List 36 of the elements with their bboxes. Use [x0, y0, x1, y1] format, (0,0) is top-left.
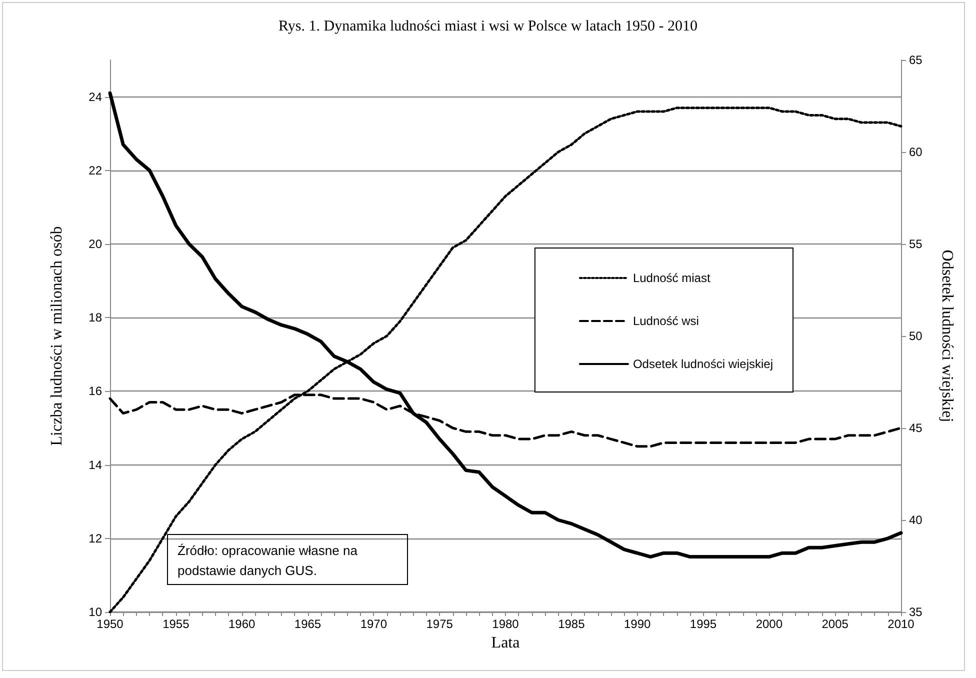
y-tick-label: 16 [88, 384, 102, 398]
y2-tick-label: 50 [909, 329, 923, 343]
x-tick-label: 1975 [426, 617, 454, 631]
y2-tick-label: 60 [909, 145, 923, 159]
x-tick-label: 1955 [162, 617, 190, 631]
legend-label: Ludność miast [632, 271, 711, 285]
annotation: Źródło: opracowanie własne na podstawie danych GUS. [178, 543, 362, 578]
legend-label: Odsetek ludności wiejskiej [632, 357, 773, 371]
x-tick-label: 1970 [360, 617, 388, 631]
x-tick-label: 1985 [558, 617, 586, 631]
x-axis-title: Lata [491, 634, 520, 652]
legend-label: Ludność wsi [632, 314, 699, 328]
chart-title: Rys. 1. Dynamika ludności miast i wsi w Polsce w latach 1950 - 2010 [278, 18, 698, 34]
y-axis-title: Liczba ludności w milionach osób [48, 226, 66, 446]
y-tick-label: 12 [88, 531, 102, 546]
x-tick-label: 2005 [822, 617, 849, 631]
x-tick-label: 2010 [888, 617, 915, 631]
y-tick-label: 18 [88, 310, 102, 325]
y-tick-label: 14 [88, 458, 102, 472]
x-tick-label: 1960 [228, 617, 256, 631]
y-tick-label: 24 [88, 90, 102, 104]
y2-tick-label: 40 [909, 513, 923, 527]
x-tick-label: 2000 [756, 617, 783, 631]
x-tick-label: 1950 [96, 617, 124, 631]
x-tick-label: 1980 [492, 617, 520, 631]
y2-tick-label: 55 [909, 237, 923, 251]
y2-tick-label: 35 [909, 605, 923, 619]
x-tick-label: 1995 [690, 617, 717, 631]
y2-axis-title: Odsetek ludności wiejskiej [938, 250, 956, 422]
y-tick-label: 20 [88, 237, 102, 251]
x-tick-label: 1965 [294, 617, 322, 631]
y-tick-label: 10 [88, 605, 102, 619]
y2-tick-label: 45 [909, 421, 923, 435]
y-tick-label: 22 [88, 163, 102, 178]
x-tick-label: 1990 [624, 617, 652, 631]
y2-tick-label: 65 [909, 53, 923, 67]
